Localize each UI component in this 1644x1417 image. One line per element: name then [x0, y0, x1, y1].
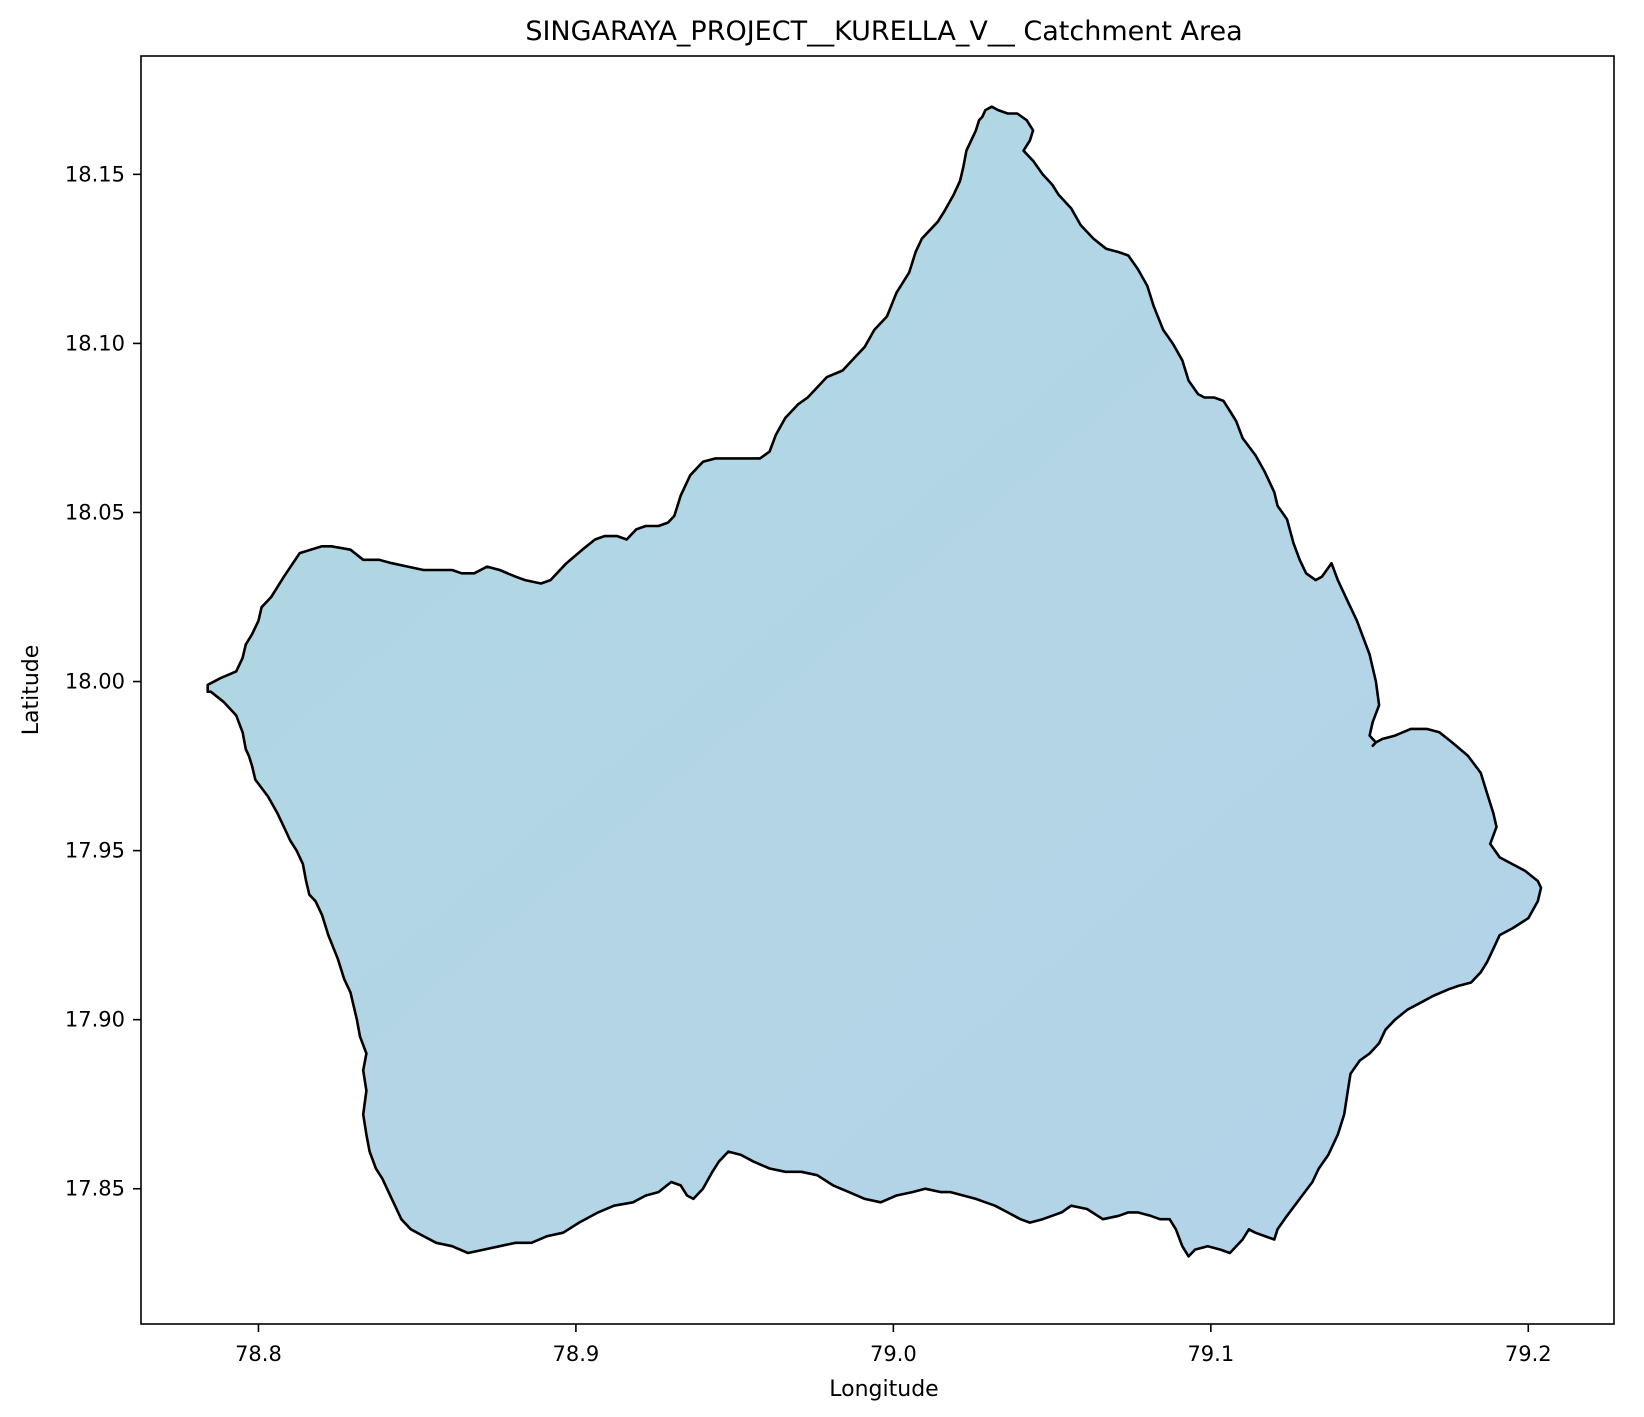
- y-tick-label: 17.85: [65, 1177, 125, 1201]
- x-tick-label: 79.2: [1505, 1342, 1552, 1366]
- catchment-boundary-polygon: [206, 105, 1543, 1258]
- y-tick-label: 18.05: [65, 500, 125, 524]
- x-tick-label: 78.8: [235, 1342, 282, 1366]
- y-tick-label: 17.95: [65, 839, 125, 863]
- x-axis-label: Longitude: [829, 1377, 938, 1402]
- y-tick-label: 18.00: [65, 670, 125, 694]
- x-tick-label: 79.0: [870, 1342, 917, 1366]
- y-axis-ticks: 17.85 17.90 17.95 18.00 18.05 18.10 18.15: [65, 162, 141, 1201]
- x-tick-label: 79.1: [1187, 1342, 1234, 1366]
- y-tick-label: 17.90: [65, 1008, 125, 1032]
- y-tick-label: 18.15: [65, 162, 125, 186]
- y-axis-label: Latitude: [19, 645, 44, 736]
- plot-frame-border: [140, 55, 1615, 1325]
- y-tick-label: 18.10: [65, 331, 125, 355]
- chart-title: SINGARAYA_PROJECT__KURELLA_V__ Catchment…: [525, 16, 1242, 47]
- x-tick-label: 78.9: [553, 1342, 600, 1366]
- x-axis-ticks: 78.8 78.9 79.0 79.1 79.2: [235, 1324, 1552, 1366]
